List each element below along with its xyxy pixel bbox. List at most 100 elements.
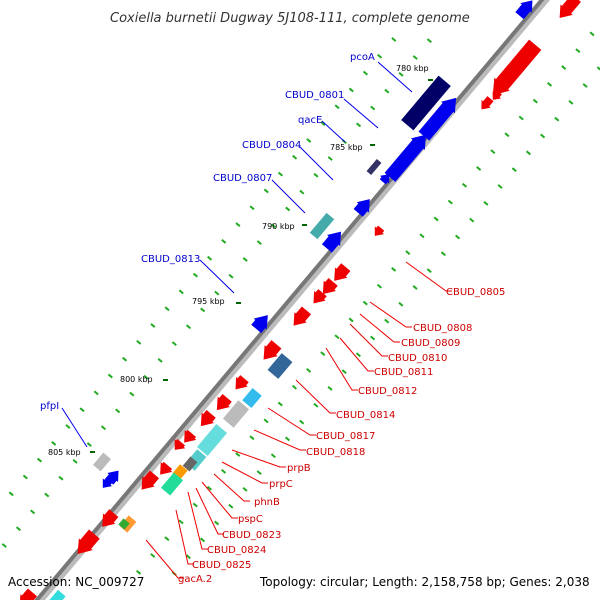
gene-features — [13, 0, 583, 600]
gene-block-pcoA[interactable] — [401, 75, 451, 131]
tick-label-790: 790 kbp — [262, 222, 295, 231]
gene-arrow-reverse-2[interactable] — [477, 95, 495, 113]
gene-label-CBUD_0807[interactable]: CBUD_0807 — [213, 173, 272, 184]
gene-block-0826[interactable] — [160, 472, 184, 496]
gene-label-CBUD_0804[interactable]: CBUD_0804 — [242, 140, 301, 151]
track-dot — [1, 543, 7, 548]
gene-label-gacA.2[interactable]: gacA.2 — [178, 574, 212, 585]
gene-arrow-CBUD_0801[interactable] — [417, 92, 463, 142]
gene-arrow-reverse-top[interactable] — [554, 0, 583, 23]
gene-label-CBUD_0812[interactable]: CBUD_0812 — [358, 386, 417, 397]
track-dot — [455, 234, 461, 240]
gene-label-phnB[interactable]: phnB — [254, 497, 280, 508]
gene-block-CBUD_0807[interactable] — [309, 212, 335, 240]
gene-label-CBUD_0811[interactable]: CBUD_0811 — [374, 367, 433, 378]
gene-label-pfpI[interactable]: pfpI — [40, 401, 59, 412]
gene-label-CBUD_0813[interactable]: CBUD_0813 — [141, 254, 200, 265]
track-dot — [214, 290, 220, 296]
gene-arrow-CBUD_0810[interactable] — [287, 305, 312, 331]
track-dot — [157, 358, 163, 363]
gene-arrow-reverse-1[interactable] — [485, 38, 543, 101]
gene-arrow-CBUD_0811[interactable] — [257, 339, 283, 365]
track-dot — [511, 167, 517, 173]
track-dot — [214, 520, 220, 526]
gene-arrow-0829[interactable] — [71, 528, 102, 559]
track-dot — [206, 485, 212, 491]
gene-label-CBUD_0818[interactable]: CBUD_0818 — [306, 447, 365, 458]
gene-arrow-CBUD_0813[interactable] — [250, 310, 275, 335]
tick-label-795: 795 kbp — [192, 297, 225, 306]
track-dot — [249, 205, 255, 211]
gene-arrow-reverse-3[interactable] — [489, 89, 504, 104]
gene-label-CBUD_0824[interactable]: CBUD_0824 — [207, 545, 266, 556]
track-dot — [284, 436, 291, 442]
gene-label-CBUD_0823[interactable]: CBUD_0823 — [222, 530, 281, 541]
gene-label-pcoA[interactable]: pcoA — [350, 52, 375, 63]
track-dot — [30, 509, 36, 515]
track-dot — [270, 453, 276, 459]
gene-arrow-bottom[interactable] — [13, 587, 38, 600]
gene-block-qacE[interactable] — [366, 158, 382, 176]
gene-arrow-0817r[interactable] — [195, 409, 218, 432]
gene-arrow-0807b[interactable] — [320, 226, 347, 254]
gene-arrow-pfpI[interactable] — [104, 466, 124, 486]
track-dot — [235, 222, 241, 227]
gene-block-CBUD_0812[interactable] — [267, 353, 293, 379]
track-dot — [582, 83, 588, 88]
gene-label-prpB[interactable]: prpB — [287, 463, 311, 474]
gene-block-CBUD_0818[interactable] — [196, 424, 228, 456]
gene-label-pspC[interactable]: pspC — [238, 514, 263, 525]
track-dot — [376, 283, 383, 289]
gene-arrow-CBUD_0809[interactable] — [308, 288, 328, 308]
gene-label-CBUD_0808[interactable]: CBUD_0808 — [413, 323, 472, 334]
gene-arrow-CBUD_0805[interactable] — [370, 224, 386, 239]
gene-arrow-0806[interactable] — [352, 194, 376, 218]
gene-arrow-small-fwd[interactable] — [378, 170, 394, 185]
gene-label-CBUD_0801[interactable]: CBUD_0801 — [285, 90, 344, 101]
gene-arrow-0827[interactable] — [96, 508, 120, 532]
gene-block-gacA.2b[interactable] — [118, 518, 130, 530]
gene-arrow-prpC[interactable] — [169, 438, 186, 455]
gene-label-CBUD_0810[interactable]: CBUD_0810 — [388, 353, 447, 364]
track-dot — [15, 526, 22, 532]
track-dot — [362, 70, 369, 76]
track-dot — [86, 442, 92, 447]
dotted-tracks — [1, 31, 600, 576]
track-dot — [525, 150, 531, 156]
gene-block-pfpI-grey[interactable] — [93, 452, 111, 472]
gene-block-CBUD_0817[interactable] — [222, 400, 250, 428]
gene-arrow-CBUD_0804[interactable] — [383, 129, 433, 183]
track-dot — [143, 374, 149, 380]
track-dot — [270, 223, 277, 229]
track-dot — [398, 71, 404, 77]
gene-label-CBUD_0809[interactable]: CBUD_0809 — [401, 338, 460, 349]
gene-arrow-prpB[interactable] — [178, 429, 197, 448]
track-dot — [341, 369, 347, 374]
gene-label-CBUD_0805[interactable]: CBUD_0805 — [446, 287, 505, 298]
track-dot — [178, 519, 184, 525]
tick-label-805: 805 kbp — [48, 448, 81, 457]
gene-arrow-CBUD_0808[interactable] — [317, 277, 340, 300]
gene-label-CBUD_0814[interactable]: CBUD_0814 — [336, 410, 395, 421]
gene-arrow-0806r[interactable] — [328, 262, 352, 286]
track-dot — [440, 251, 446, 257]
gene-label-qacE[interactable]: qacE — [298, 115, 322, 126]
gene-block-bottom[interactable] — [46, 589, 66, 600]
gene-block-0815[interactable] — [242, 388, 262, 408]
genome-backbone-shadow — [35, 0, 551, 600]
track-dot — [136, 340, 142, 345]
track-dot — [348, 317, 354, 323]
track-dot — [221, 239, 227, 244]
gene-arrow-0816[interactable] — [211, 393, 234, 416]
gene-arrow-CBUD_0814[interactable] — [230, 374, 250, 394]
gene-block-pspC[interactable] — [182, 456, 198, 472]
track-dot — [79, 407, 85, 413]
gene-arrow-CBUD_0824[interactable] — [154, 461, 173, 480]
gene-arrow-small-fwd-2[interactable] — [98, 476, 114, 491]
gene-arrow-forward[interactable] — [514, 0, 538, 20]
gene-label-CBUD_0817[interactable]: CBUD_0817 — [316, 431, 375, 442]
gene-label-CBUD_0825[interactable]: CBUD_0825 — [192, 560, 251, 571]
track-dot — [391, 37, 397, 42]
gene-arrow-CBUD_0825[interactable] — [135, 469, 160, 495]
gene-label-prpC[interactable]: prpC — [269, 479, 293, 490]
